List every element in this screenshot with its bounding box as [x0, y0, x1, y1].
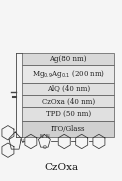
Text: Mg$_{0.9}$Ag$_{0.1}$ (200 nm): Mg$_{0.9}$Ag$_{0.1}$ (200 nm) [32, 68, 105, 80]
Bar [22, 83, 114, 95]
Bar [22, 53, 114, 65]
Text: N: N [20, 139, 24, 144]
Bar [22, 95, 114, 108]
Text: AlQ (40 nm): AlQ (40 nm) [47, 85, 90, 93]
Text: ITO/Glass: ITO/Glass [51, 125, 86, 133]
Text: TPD (50 nm): TPD (50 nm) [46, 110, 91, 118]
Bar [22, 65, 114, 83]
Text: O: O [43, 145, 46, 150]
Bar [22, 108, 114, 121]
Text: N: N [46, 134, 50, 139]
Text: Ag(80 nm): Ag(80 nm) [50, 55, 87, 63]
Text: CzOxa: CzOxa [44, 163, 78, 172]
Text: CzOxa (40 nm): CzOxa (40 nm) [42, 97, 95, 105]
Bar [22, 121, 114, 137]
Text: N: N [39, 134, 43, 139]
